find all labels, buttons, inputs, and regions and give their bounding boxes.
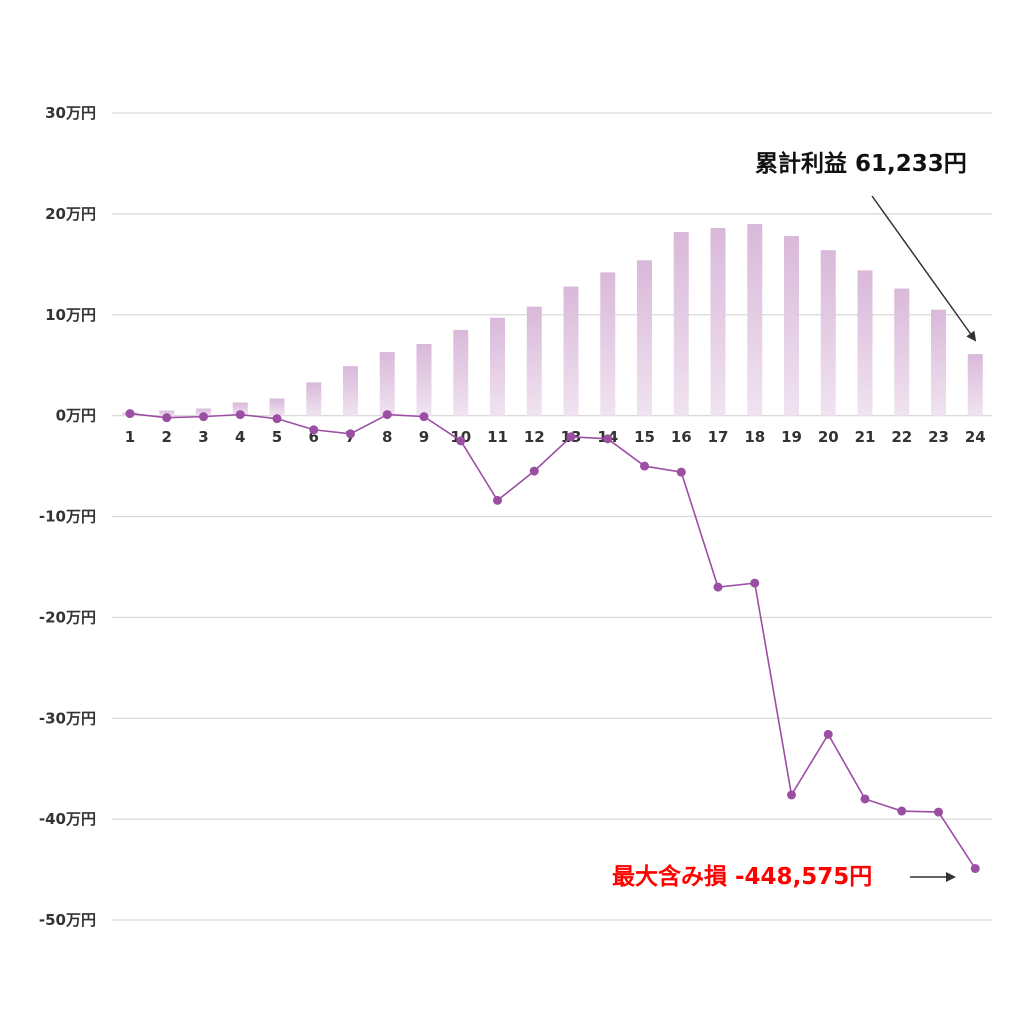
bar	[379, 352, 395, 416]
x-tick-label: 4	[235, 428, 245, 446]
x-tick-label: 23	[928, 428, 949, 446]
line-point	[199, 412, 208, 422]
bar	[269, 398, 285, 416]
y-tick-label: 0万円	[56, 407, 96, 425]
line-point	[162, 413, 172, 423]
bar	[857, 270, 873, 416]
x-tick-label: 12	[524, 428, 545, 446]
bar	[526, 306, 542, 416]
x-tick-label: 1	[125, 428, 135, 446]
line-point	[309, 425, 319, 435]
bar	[820, 250, 836, 416]
line-point	[603, 434, 613, 444]
line-point	[235, 410, 245, 420]
bar	[159, 410, 175, 416]
y-tick-label: -20万円	[39, 608, 96, 626]
x-tick-label: 16	[671, 428, 692, 446]
line-point	[493, 495, 502, 505]
line-point	[456, 436, 466, 446]
x-axis-tick-labels: 123456789101112131415161718192021222324	[125, 428, 986, 446]
x-tick-label: 15	[634, 428, 655, 446]
line-series	[125, 409, 980, 874]
line-point	[272, 414, 282, 424]
line-point	[566, 432, 576, 442]
x-tick-label: 11	[487, 428, 508, 446]
y-tick-label: -50万円	[39, 911, 96, 929]
y-tick-label: -10万円	[39, 508, 96, 526]
y-tick-label: -30万円	[39, 709, 96, 727]
x-tick-label: 22	[891, 428, 912, 446]
series-line	[129, 412, 976, 869]
bar-series	[122, 223, 983, 416]
x-tick-label: 17	[708, 428, 729, 446]
gridlines	[112, 112, 992, 921]
line-point	[640, 461, 649, 471]
x-tick-label: 21	[855, 428, 876, 446]
line-point	[713, 582, 723, 592]
x-tick-label: 2	[162, 428, 172, 446]
bar	[747, 223, 763, 416]
x-tick-label: 8	[382, 428, 392, 446]
y-tick-label: 10万円	[45, 306, 96, 324]
line-point	[970, 864, 980, 874]
y-tick-label: -40万円	[39, 810, 96, 828]
max-unrealized-loss-label: 最大含み損 -448,575円	[612, 863, 872, 890]
line-point	[787, 790, 796, 800]
cumulative-profit-arrow	[871, 195, 977, 342]
line-point	[897, 806, 907, 816]
bar	[453, 329, 469, 416]
bar	[416, 344, 432, 416]
bar	[931, 309, 946, 416]
bar	[563, 286, 579, 416]
bar	[967, 354, 983, 416]
y-tick-label: 30万円	[45, 104, 96, 122]
line-point	[823, 729, 833, 739]
bar	[673, 232, 689, 416]
x-tick-label: 24	[965, 428, 986, 446]
cumulative-profit-annotation: 累計利益 61,233円	[755, 150, 977, 342]
bar	[196, 408, 211, 416]
bar	[306, 382, 322, 416]
line-point	[750, 578, 760, 588]
line-point	[125, 409, 135, 419]
bar	[600, 272, 616, 416]
cumulative-profit-label: 累計利益 61,233円	[755, 150, 967, 177]
bar	[490, 317, 505, 416]
bar	[637, 260, 652, 416]
x-tick-label: 6	[309, 428, 319, 446]
x-tick-label: 19	[781, 428, 802, 446]
bar	[343, 366, 358, 416]
line-point	[346, 429, 355, 439]
bar	[710, 227, 726, 416]
bar	[784, 236, 799, 416]
x-tick-label: 9	[419, 428, 429, 446]
y-tick-label: 20万円	[45, 205, 96, 223]
max-unrealized-loss-annotation: 最大含み損 -448,575円	[612, 863, 956, 890]
line-point	[934, 807, 943, 817]
x-tick-label: 18	[744, 428, 765, 446]
line-point	[382, 410, 392, 420]
x-tick-label: 20	[818, 428, 839, 446]
line-point	[419, 412, 429, 422]
line-point	[529, 466, 539, 476]
x-tick-label: 5	[272, 428, 282, 446]
x-tick-label: 3	[198, 428, 208, 446]
y-axis-tick-labels: 30万円 20万円 10万円 0万円 -10万円 -20万円 -30万円 -40万円 -50万円	[39, 104, 96, 929]
line-point	[676, 467, 686, 477]
bar	[894, 288, 910, 416]
line-point	[860, 794, 870, 804]
